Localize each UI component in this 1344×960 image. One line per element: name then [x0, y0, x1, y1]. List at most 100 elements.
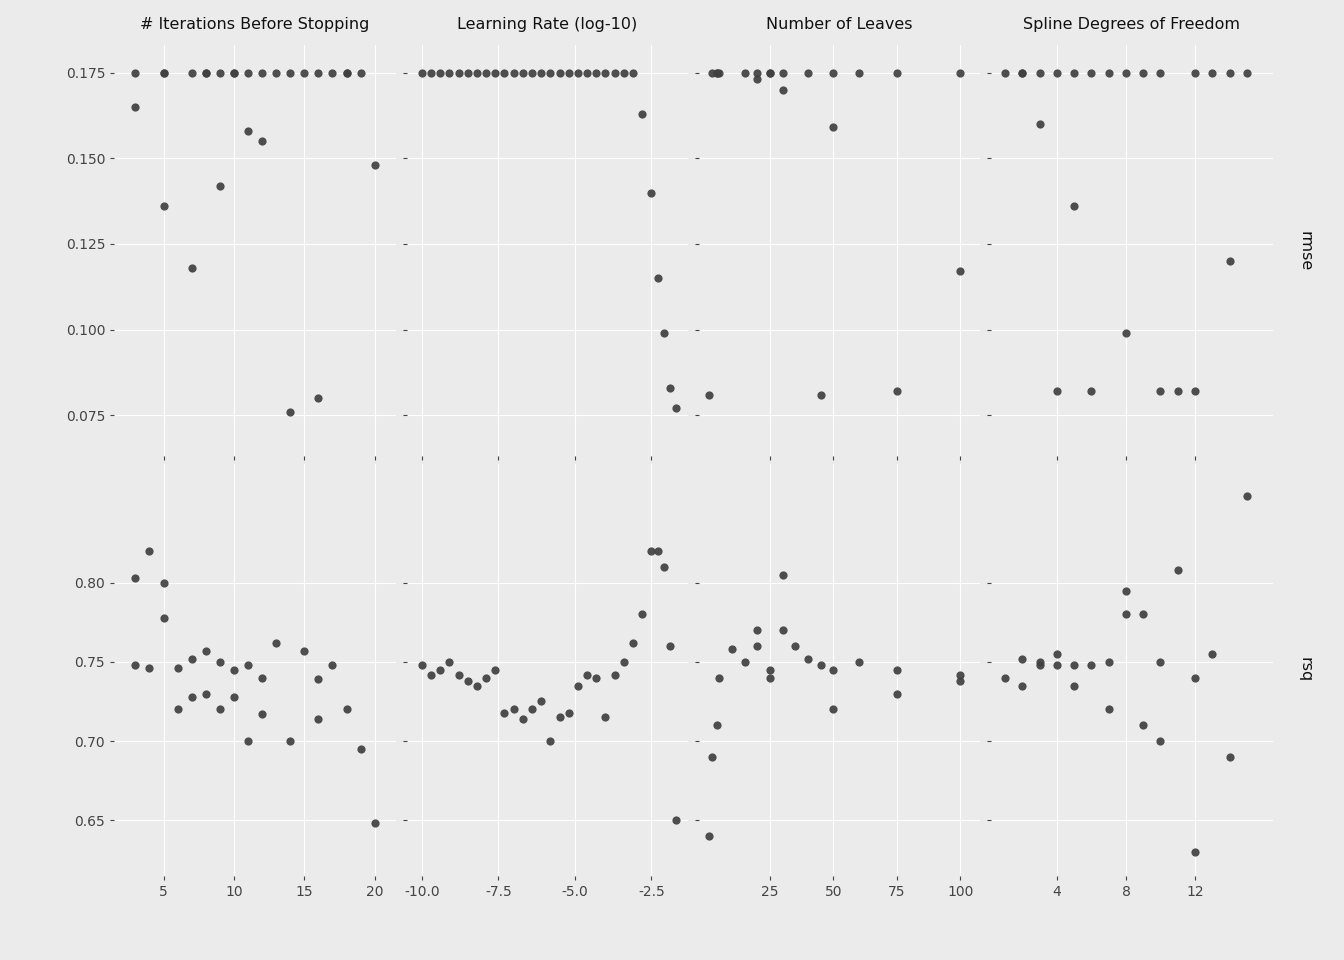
- Point: [734, 655, 755, 670]
- Text: rsq: rsq: [1297, 658, 1313, 683]
- Point: [138, 660, 160, 676]
- Point: [586, 65, 607, 81]
- Point: [759, 662, 781, 678]
- Point: [1184, 844, 1206, 859]
- Point: [457, 673, 478, 688]
- Point: [646, 543, 668, 559]
- Point: [759, 65, 781, 81]
- Point: [265, 636, 286, 651]
- Point: [364, 157, 386, 173]
- Point: [1202, 65, 1223, 81]
- Point: [708, 65, 730, 81]
- Point: [1219, 253, 1241, 269]
- Point: [1184, 384, 1206, 399]
- Point: [336, 702, 358, 717]
- Point: [210, 178, 231, 193]
- Point: [759, 65, 781, 81]
- Point: [485, 662, 507, 678]
- Text: rmse: rmse: [1297, 230, 1313, 271]
- Point: [411, 65, 433, 81]
- Point: [1063, 199, 1085, 214]
- Text: # Iterations Before Stopping: # Iterations Before Stopping: [140, 17, 370, 33]
- Point: [641, 543, 663, 559]
- Point: [653, 325, 675, 341]
- Point: [167, 660, 188, 676]
- Text: Number of Leaves: Number of Leaves: [766, 17, 913, 33]
- Point: [577, 65, 598, 81]
- Point: [223, 662, 245, 678]
- Point: [195, 643, 216, 659]
- Point: [646, 271, 668, 286]
- Point: [223, 689, 245, 705]
- Point: [699, 828, 720, 844]
- Point: [746, 72, 767, 87]
- Point: [1063, 678, 1085, 693]
- Point: [438, 655, 460, 670]
- Point: [448, 667, 469, 683]
- Point: [1184, 670, 1206, 685]
- Point: [238, 658, 259, 673]
- Point: [1167, 384, 1188, 399]
- Point: [848, 655, 870, 670]
- Point: [1133, 607, 1154, 622]
- Point: [706, 717, 727, 732]
- Point: [706, 65, 727, 81]
- Point: [1149, 65, 1171, 81]
- Point: [293, 643, 314, 659]
- Point: [848, 65, 870, 81]
- Point: [476, 65, 497, 81]
- Point: [421, 667, 442, 683]
- Point: [622, 65, 644, 81]
- Point: [665, 401, 687, 417]
- Point: [810, 387, 832, 402]
- Point: [567, 678, 589, 693]
- Point: [238, 733, 259, 749]
- Point: [1116, 583, 1137, 598]
- Point: [421, 65, 442, 81]
- Point: [1063, 658, 1085, 673]
- Point: [210, 702, 231, 717]
- Point: [153, 575, 175, 590]
- Point: [438, 65, 460, 81]
- Point: [708, 670, 730, 685]
- Point: [251, 133, 273, 149]
- Point: [1098, 65, 1120, 81]
- Point: [1098, 702, 1120, 717]
- Point: [771, 65, 793, 81]
- Point: [531, 694, 552, 709]
- Point: [699, 387, 720, 402]
- Point: [1219, 65, 1241, 81]
- Point: [512, 711, 534, 727]
- Point: [308, 672, 329, 687]
- Point: [797, 65, 818, 81]
- Point: [722, 641, 743, 657]
- Point: [336, 65, 358, 81]
- Point: [138, 543, 160, 559]
- Point: [125, 99, 146, 114]
- Point: [195, 65, 216, 81]
- Point: [1149, 655, 1171, 670]
- Point: [886, 662, 907, 678]
- Point: [1046, 646, 1067, 661]
- Point: [1149, 733, 1171, 749]
- Point: [632, 607, 653, 622]
- Point: [321, 658, 343, 673]
- Point: [349, 65, 371, 81]
- Point: [734, 65, 755, 81]
- Point: [485, 65, 507, 81]
- Point: [521, 702, 543, 717]
- Point: [280, 733, 301, 749]
- Point: [1028, 655, 1050, 670]
- Point: [153, 199, 175, 214]
- Point: [1116, 607, 1137, 622]
- Point: [476, 670, 497, 685]
- Point: [223, 65, 245, 81]
- Point: [308, 391, 329, 406]
- Point: [1081, 65, 1102, 81]
- Point: [466, 678, 488, 693]
- Point: [632, 106, 653, 121]
- Point: [595, 709, 617, 725]
- Point: [1028, 65, 1050, 81]
- Point: [622, 636, 644, 651]
- Point: [210, 65, 231, 81]
